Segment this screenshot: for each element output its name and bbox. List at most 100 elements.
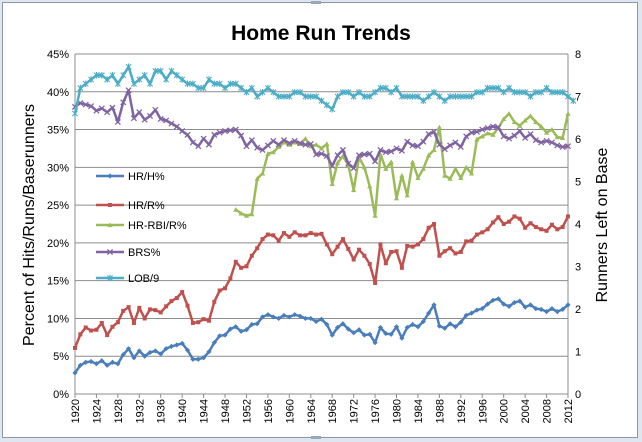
data-point: [453, 251, 458, 256]
y-tick-label: 5%: [53, 351, 69, 363]
data-point: [104, 109, 111, 116]
data-point: [216, 129, 223, 136]
data-point: [432, 222, 437, 226]
data-point: [93, 72, 100, 79]
right-axis-ticks: 0 1 2 3 4 5 6 7 8: [575, 49, 581, 401]
data-point: [500, 133, 507, 140]
data-point: [565, 93, 571, 100]
data-point: [286, 93, 293, 100]
chart-title: Home Run Trends: [231, 22, 411, 45]
data-point: [346, 246, 351, 251]
data-point: [452, 139, 459, 146]
data-point: [564, 143, 572, 150]
data-point: [222, 332, 228, 338]
data-point: [238, 132, 245, 139]
data-point: [436, 124, 442, 130]
data-point: [447, 176, 453, 181]
y2-tick-label: 4: [575, 219, 581, 231]
data-point: [196, 320, 201, 325]
data-point: [99, 358, 105, 364]
data-point: [522, 134, 529, 141]
data-point: [452, 93, 459, 100]
data-point: [238, 210, 244, 216]
data-point: [126, 305, 131, 310]
data-point: [399, 173, 405, 178]
data-point: [430, 128, 438, 135]
data-point: [469, 238, 474, 243]
data-point: [281, 231, 286, 236]
resize-handle-bottom[interactable]: [311, 436, 321, 439]
data-point: [107, 222, 113, 228]
data-point: [99, 320, 104, 325]
data-point: [318, 150, 325, 157]
y2-tick-label: 6: [575, 134, 581, 146]
data-point: [174, 342, 180, 348]
data-point: [184, 80, 191, 87]
data-point: [168, 67, 175, 75]
data-point: [394, 249, 399, 254]
data-point: [334, 93, 341, 100]
data-point: [147, 349, 153, 356]
resize-handle-top[interactable]: [311, 1, 321, 4]
data-point: [468, 129, 475, 136]
data-point: [399, 335, 405, 341]
y-tick-label: 40%: [47, 87, 69, 99]
data-point: [377, 324, 384, 331]
data-point: [452, 166, 459, 171]
data-point: [495, 84, 502, 92]
data-point: [158, 310, 163, 315]
data-point: [452, 324, 459, 330]
data-point: [180, 290, 185, 294]
data-point: [431, 89, 438, 96]
data-point: [388, 331, 394, 337]
data-point: [425, 93, 432, 100]
data-point: [254, 93, 261, 100]
legend: HR/H% HR/R% HR-RBI/R% BRS% LOB/9: [96, 171, 187, 285]
data-point: [393, 324, 400, 330]
data-point: [334, 152, 341, 159]
data-point: [511, 299, 518, 306]
data-point: [243, 327, 250, 333]
data-point: [146, 112, 154, 120]
data-point: [189, 139, 196, 146]
data-point: [72, 370, 78, 376]
data-point: [120, 72, 127, 79]
data-point: [334, 324, 341, 331]
data-point: [549, 306, 555, 312]
data-point: [73, 345, 77, 350]
data-point: [398, 93, 405, 100]
data-point: [398, 147, 405, 154]
data-point: [281, 139, 287, 145]
data-point: [286, 140, 293, 147]
data-point: [409, 159, 416, 165]
data-point: [436, 323, 442, 329]
y2-axis-title: Runners Left on Base: [594, 148, 611, 303]
data-point: [249, 321, 255, 328]
data-point: [281, 93, 287, 100]
data-point: [351, 187, 357, 193]
data-point: [298, 233, 303, 238]
data-point: [104, 362, 110, 368]
data-point: [152, 348, 158, 354]
data-point: [501, 116, 507, 122]
data-point: [136, 348, 142, 354]
data-point: [361, 151, 368, 158]
data-point: [329, 106, 336, 113]
data-point: [276, 315, 282, 322]
data-point: [276, 238, 281, 243]
data-point: [560, 225, 565, 230]
data-point: [517, 216, 522, 221]
data-point: [148, 307, 153, 312]
data-point: [211, 131, 218, 138]
y-tick-label: 35%: [47, 125, 69, 137]
data-point: [157, 67, 164, 75]
data-point: [559, 89, 566, 96]
data-point: [323, 152, 330, 160]
x-tick-label: 1944: [199, 399, 211, 423]
data-point: [89, 328, 94, 333]
data-point: [372, 340, 378, 346]
x-tick-label: 1968: [327, 399, 339, 423]
data-point: [437, 253, 442, 258]
data-point: [120, 352, 126, 358]
data-point: [319, 231, 324, 236]
